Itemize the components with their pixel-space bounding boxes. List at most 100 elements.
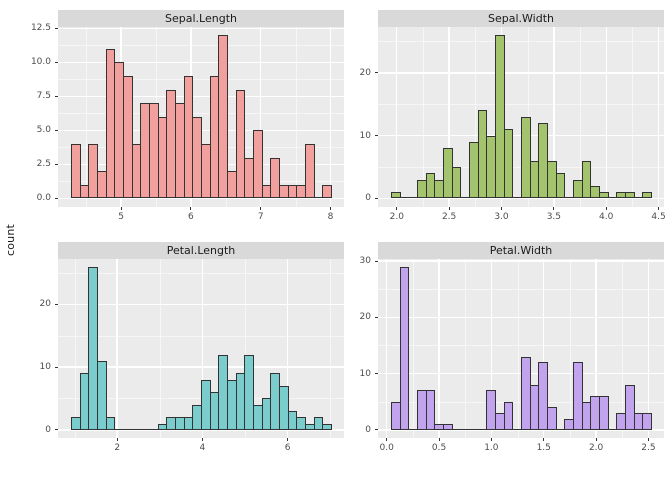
x-tick-label: 5 (118, 211, 124, 222)
histogram-bar (573, 362, 583, 430)
minor-gridline-v (74, 258, 76, 438)
minor-gridline-h (378, 104, 664, 106)
zero-count-baseline (633, 197, 644, 199)
x-tick-label: 4.5 (651, 211, 666, 222)
x-tick-label: 0.5 (431, 443, 447, 453)
x-tick-label: 3.0 (494, 211, 509, 222)
y-tick-mark (375, 72, 378, 74)
x-tick-label: 1.0 (484, 443, 499, 453)
minor-gridline-h (58, 335, 344, 337)
x-tick-mark (605, 206, 607, 210)
histogram-bar (88, 266, 98, 430)
minor-gridline-v (632, 27, 634, 207)
x-tick-mark (330, 206, 332, 210)
x-tick-label: 6 (284, 443, 291, 453)
histogram-bar (503, 129, 514, 199)
y-tick-mark (55, 366, 58, 368)
x-tick-mark (543, 438, 545, 441)
y-tick-label: 20 (39, 299, 51, 310)
y-tick-label: 0 (45, 424, 51, 435)
histogram-bar (581, 160, 592, 199)
facet-petal-length: Petal.Length 0 10 20 2 4 6 (30, 241, 344, 459)
zero-count-baseline (114, 428, 124, 430)
histogram-bar (547, 407, 557, 430)
x-axis: 2.0 2.5 3.0 3.5 4.0 4.5 (378, 206, 666, 227)
y-tick-label: 10 (359, 368, 371, 379)
x-tick-label: 2.5 (641, 443, 656, 453)
major-gridline-h (378, 316, 664, 318)
major-gridline-v (448, 27, 450, 207)
major-gridline-v (605, 27, 607, 207)
histogram-bar (218, 35, 228, 199)
zero-count-baseline (140, 428, 150, 430)
minor-gridline-h (58, 272, 344, 274)
facet-strip: Petal.Length (58, 241, 344, 259)
major-gridline-v (647, 258, 650, 438)
y-tick-mark (375, 429, 378, 431)
zero-count-baseline (607, 197, 618, 199)
facet-sepal-width: Sepal.Width 0 10 20 2.0 2.5 3.0 3.5 4.0 4.5 (350, 10, 666, 227)
major-gridline-v (490, 258, 493, 438)
x-tick-label: 2.0 (588, 443, 604, 453)
histogram-bar (599, 192, 609, 199)
y-axis: 0 10 20 (30, 259, 58, 439)
major-gridline-v (260, 27, 262, 207)
major-gridline-v (438, 258, 440, 438)
facet-grid: Sepal.Length 0.0 2.5 5.0 7.5 10.0 12.5 5 6 7 8 S… (30, 10, 666, 459)
zero-count-baseline (469, 428, 479, 430)
y-tick-mark (375, 135, 378, 137)
x-tick-mark (396, 206, 398, 210)
zero-count-baseline (555, 428, 566, 430)
y-tick-label: 0.0 (36, 193, 51, 204)
y-tick-mark (55, 27, 58, 29)
x-tick-mark (260, 206, 262, 210)
histogram-bar (70, 143, 81, 199)
x-tick-mark (658, 206, 660, 210)
y-tick-mark (55, 429, 58, 431)
histogram-bar (88, 143, 98, 199)
histogram-bar (97, 360, 107, 430)
histogram-bar (322, 184, 332, 199)
major-gridline-v (595, 258, 597, 438)
histogram-bar (105, 417, 116, 430)
major-gridline-h (58, 61, 344, 64)
x-tick-mark (647, 438, 649, 441)
minor-gridline-v (159, 258, 161, 438)
histogram-bar (555, 173, 566, 199)
histogram-bar (598, 396, 609, 430)
y-tick-label: 20 (359, 67, 371, 78)
zero-count-baseline (149, 428, 159, 430)
minor-gridline-h (378, 289, 664, 291)
y-tick-label: 2.5 (36, 159, 51, 170)
y-tick-mark (55, 95, 58, 97)
zero-count-baseline (131, 428, 142, 430)
y-tick-mark (55, 303, 58, 305)
zero-count-baseline (408, 197, 418, 199)
x-tick-mark (116, 438, 118, 441)
x-tick-mark (595, 438, 597, 441)
facet-strip: Petal.Width (378, 241, 664, 259)
zero-count-baseline (399, 197, 410, 199)
major-gridline-v (329, 27, 332, 207)
histogram-bar (425, 390, 436, 430)
x-tick-mark (386, 438, 388, 441)
y-axis: 0 10 20 (350, 27, 378, 207)
y-tick-label: 10.0 (30, 57, 51, 68)
x-axis: 5 6 7 8 (58, 206, 344, 227)
minor-gridline-v (86, 27, 88, 207)
major-gridline-v (201, 258, 204, 438)
x-tick-mark (490, 438, 492, 441)
facet-strip: Sepal.Length (58, 10, 344, 27)
major-gridline-h (58, 27, 344, 30)
major-gridline-v (396, 27, 398, 207)
y-tick-label: 5.0 (36, 125, 51, 136)
y-tick-mark (375, 260, 378, 262)
histogram-bar (642, 192, 652, 199)
x-tick-mark (120, 206, 122, 210)
y-tick-mark (55, 129, 58, 131)
major-gridline-v (286, 258, 289, 438)
histogram-bar (123, 75, 133, 199)
zero-count-baseline (477, 428, 488, 430)
facet-title: Petal.Width (489, 243, 553, 257)
